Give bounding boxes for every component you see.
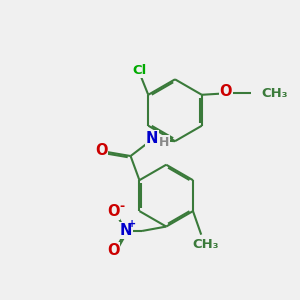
Text: O: O xyxy=(95,142,107,158)
Text: O: O xyxy=(220,84,232,99)
Text: O: O xyxy=(107,204,119,219)
Text: N: N xyxy=(146,131,158,146)
Text: -: - xyxy=(119,200,124,213)
Text: +: + xyxy=(128,219,136,229)
Text: Cl: Cl xyxy=(132,64,146,77)
Text: N: N xyxy=(120,224,132,238)
Text: H: H xyxy=(159,136,169,149)
Text: CH₃: CH₃ xyxy=(192,238,219,251)
Text: CH₃: CH₃ xyxy=(261,87,288,100)
Text: O: O xyxy=(107,243,119,258)
